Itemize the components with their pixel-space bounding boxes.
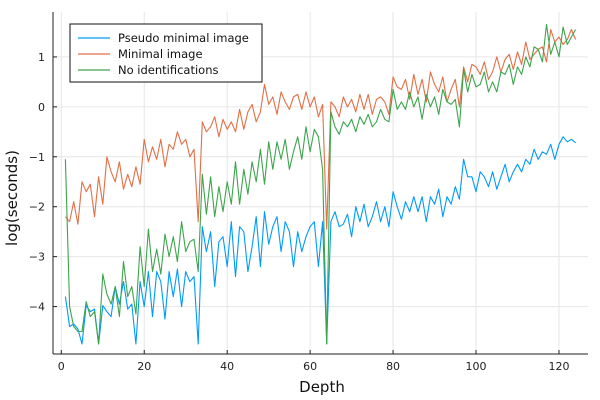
x-axis-title: Depth	[299, 378, 345, 396]
x-tick-label: 40	[220, 360, 234, 373]
legend-label: No identifications	[118, 63, 219, 77]
series-line-pseudo-minimal-image	[64, 136, 576, 345]
tick-labels: 0 20 40 60 80 100 120 −4 −3 −2 −1 0 1	[29, 51, 570, 373]
x-tick-label: 80	[386, 360, 400, 373]
y-tick-label: −3	[29, 251, 45, 264]
y-tick-label: 1	[38, 51, 45, 64]
series-line-minimal-image	[64, 28, 577, 230]
x-tick-label: 100	[466, 360, 487, 373]
legend-label: Pseudo minimal image	[118, 31, 249, 45]
axes	[52, 12, 588, 355]
x-tick-label: 0	[58, 360, 65, 373]
y-tick-label: 0	[38, 101, 45, 114]
legend-box	[69, 23, 263, 83]
x-tick-label: 20	[137, 360, 151, 373]
x-tick-label: 120	[548, 360, 569, 373]
y-tick-label: −4	[29, 301, 45, 314]
series-group	[64, 23, 577, 345]
y-axis-title: log(seconds)	[3, 150, 21, 246]
legend: Pseudo minimal image Minimal image No iden…	[69, 23, 263, 83]
series-line-no-identifications	[64, 23, 577, 345]
y-tick-label: −1	[29, 151, 45, 164]
legend-label: Minimal image	[118, 47, 203, 61]
y-tick-label: −2	[29, 201, 45, 214]
x-tick-label: 60	[303, 360, 317, 373]
